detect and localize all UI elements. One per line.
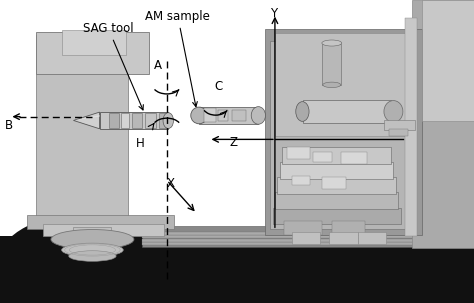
Bar	[275, 33, 405, 136]
Bar	[341, 152, 367, 164]
Text: SAG tool: SAG tool	[83, 22, 143, 110]
Text: Z: Z	[229, 136, 237, 149]
Bar	[332, 221, 365, 235]
Bar	[270, 41, 410, 229]
Bar	[282, 147, 391, 164]
Text: H: H	[136, 138, 145, 150]
Bar	[292, 176, 310, 185]
Bar	[121, 113, 129, 128]
Ellipse shape	[251, 107, 265, 124]
Bar	[277, 177, 396, 194]
Bar	[322, 44, 341, 85]
Text: C: C	[215, 80, 223, 93]
Bar	[27, 215, 174, 229]
Ellipse shape	[322, 40, 342, 46]
Ellipse shape	[0, 214, 175, 303]
Bar	[358, 232, 386, 244]
Bar	[273, 208, 401, 224]
Text: A: A	[154, 59, 162, 72]
Bar	[73, 227, 111, 251]
Bar	[43, 224, 164, 236]
Ellipse shape	[191, 107, 207, 124]
Bar	[142, 242, 465, 245]
Bar	[0, 236, 474, 303]
Bar	[275, 192, 398, 209]
Text: Y: Y	[270, 7, 277, 20]
Bar	[142, 239, 465, 242]
Ellipse shape	[323, 82, 341, 88]
Bar	[287, 147, 310, 159]
Bar	[36, 35, 128, 223]
Bar	[145, 113, 156, 128]
Text: X: X	[167, 177, 174, 190]
Bar	[62, 30, 126, 55]
Bar	[109, 113, 118, 128]
Ellipse shape	[51, 230, 134, 249]
Polygon shape	[73, 115, 100, 120]
Text: B: B	[4, 119, 13, 132]
Ellipse shape	[69, 251, 116, 261]
Bar	[132, 113, 142, 128]
Bar	[389, 129, 408, 136]
Bar	[142, 232, 465, 235]
Bar	[292, 232, 320, 244]
Bar	[265, 29, 422, 235]
Bar	[329, 232, 358, 244]
Bar	[412, 0, 474, 248]
Bar	[199, 107, 258, 124]
Bar	[100, 112, 168, 129]
Bar	[303, 100, 391, 123]
Bar	[159, 113, 167, 128]
Bar	[313, 152, 332, 162]
Bar	[384, 120, 415, 130]
Bar	[204, 108, 216, 122]
Ellipse shape	[163, 113, 173, 128]
Polygon shape	[73, 112, 100, 129]
Bar	[36, 32, 149, 74]
Ellipse shape	[62, 243, 123, 257]
Bar	[142, 226, 474, 247]
Bar	[322, 177, 346, 189]
Bar	[218, 110, 228, 121]
Text: AM sample: AM sample	[146, 10, 210, 107]
Ellipse shape	[296, 102, 309, 121]
Bar	[280, 162, 393, 179]
Bar	[422, 0, 474, 121]
Bar	[284, 221, 322, 235]
Bar	[142, 235, 465, 238]
Ellipse shape	[384, 101, 403, 122]
Bar	[405, 18, 417, 236]
Bar	[232, 110, 246, 121]
